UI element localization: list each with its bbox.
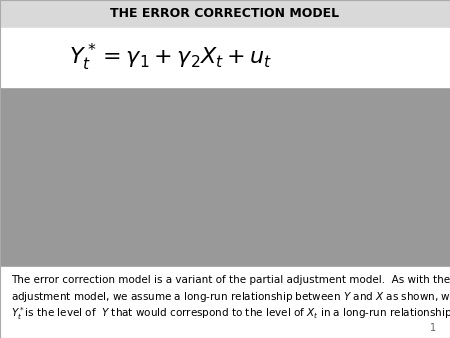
Text: adjustment model, we assume a long-run relationship between $Y$ and $X$ as shown: adjustment model, we assume a long-run r…	[11, 290, 450, 304]
Bar	[0, 28, 450, 87]
Bar	[0, 0, 450, 28]
Text: $Y_t^*$is the level of  $Y$ that would correspond to the level of $X_t$ in a lon: $Y_t^*$is the level of $Y$ that would co…	[11, 305, 450, 322]
Bar	[0, 267, 450, 338]
Text: THE ERROR CORRECTION MODEL: THE ERROR CORRECTION MODEL	[110, 7, 340, 20]
Text: The error correction model is a variant of the partial adjustment model.  As wit: The error correction model is a variant …	[11, 275, 450, 285]
Text: $Y_t^* = \gamma_1 + \gamma_2 X_t + u_t$: $Y_t^* = \gamma_1 + \gamma_2 X_t + u_t$	[69, 42, 273, 73]
Text: 1: 1	[430, 323, 436, 333]
